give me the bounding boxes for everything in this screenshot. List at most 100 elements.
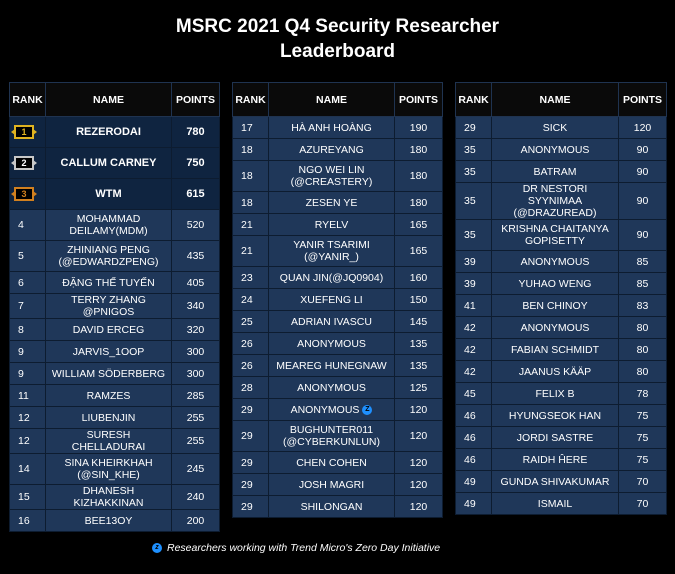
- points-cell: 300: [171, 340, 220, 363]
- table-row: 46 HYUNGSEOK HAN 75: [455, 404, 667, 427]
- table-row: 3 WTM 615: [9, 178, 220, 210]
- points-cell: 520: [171, 209, 220, 241]
- table-row: 6 ĐẶNG THẾ TUYẾN 405: [9, 271, 220, 294]
- table-row: 11 RAMZES 285: [9, 384, 220, 407]
- name-cell: SICK: [491, 116, 619, 139]
- researcher-name: ANONYMOUS: [290, 403, 360, 416]
- rank-cell: 41: [455, 294, 492, 317]
- name-cell: ANONYMOUS: [491, 316, 619, 339]
- points-cell: 90: [618, 182, 667, 220]
- table-row: 39 YUHAO WENG 85: [455, 272, 667, 295]
- table-row: 26 MEAREG HUNEGNAW 135: [232, 354, 443, 377]
- table-row: 49 ISMAIL 70: [455, 492, 667, 515]
- rank-cell: 16: [9, 509, 46, 532]
- rank-cell: 17: [232, 116, 269, 139]
- points-cell: 83: [618, 294, 667, 317]
- rank-header: RANK: [232, 82, 269, 117]
- points-cell: 180: [394, 138, 443, 161]
- researcher-name: RAMZES: [86, 389, 131, 402]
- researcher-name: BATRAM: [533, 165, 577, 178]
- gold-medal-icon: 1: [11, 125, 37, 139]
- table-row: 12 SURESH CHELLADURAI 255: [9, 428, 220, 454]
- points-cell: 150: [394, 288, 443, 311]
- rank-cell: 29: [232, 451, 269, 474]
- zdi-icon: z: [152, 543, 162, 554]
- table-row: 5 ZHINIANG PENG (@EDWARDZPENG) 435: [9, 240, 220, 272]
- rank-cell: 9: [9, 362, 46, 385]
- rank-cell: 18: [232, 138, 269, 161]
- points-cell: 180: [394, 191, 443, 214]
- researcher-name: DAVID ERCEG: [72, 323, 145, 336]
- footnote-text: Researchers working with Trend Micro's Z…: [167, 542, 441, 554]
- points-cell: 240: [171, 484, 220, 510]
- points-cell: 255: [171, 406, 220, 429]
- table-row: 18 NGO WEI LIN (@CREASTERY) 180: [232, 160, 443, 192]
- silver-medal-icon: 2: [11, 156, 37, 170]
- table-row: 29 BUGHUNTER011 (@CYBERKUNLUN) 120: [232, 420, 443, 452]
- rank-cell: 35: [455, 138, 492, 161]
- researcher-name: DHANESH KIZHAKKINAN: [73, 485, 144, 509]
- name-cell: BEE13OY: [45, 509, 172, 532]
- table-row: 42 ANONYMOUS 80: [455, 316, 667, 339]
- table-row: 21 YANIR TSARIMI (@YANIR_) 165: [232, 235, 443, 267]
- rank-cell: 6: [9, 271, 46, 294]
- name-cell: RYELV: [268, 213, 395, 236]
- name-cell: WILLIAM SÖDERBERG: [45, 362, 172, 385]
- researcher-name: ZHINIANG PENG (@EDWARDZPENG): [58, 244, 159, 268]
- rank-cell: 42: [455, 338, 492, 361]
- name-cell: HÀ ANH HOÀNG: [268, 116, 395, 139]
- name-cell: FELIX B: [491, 382, 619, 405]
- points-cell: 320: [171, 318, 220, 341]
- name-cell: TERRY ZHANG @PNIGOS: [45, 293, 172, 319]
- researcher-name: ĐẶNG THẾ TUYẾN: [62, 276, 155, 289]
- researcher-name: HYUNGSEOK HAN: [508, 409, 602, 422]
- points-cell: 200: [171, 509, 220, 532]
- rank-cell: 12: [9, 428, 46, 454]
- points-cell: 300: [171, 362, 220, 385]
- researcher-name: ANONYMOUS: [297, 337, 366, 350]
- rank-cell: 18: [232, 191, 269, 214]
- researcher-name: JARVIS_1OOP: [72, 345, 145, 358]
- name-cell: NGO WEI LIN (@CREASTERY): [268, 160, 395, 192]
- researcher-name: KRISHNA CHAITANYA GOPISETTY: [501, 223, 609, 247]
- researcher-name: ZESEN YE: [305, 196, 358, 209]
- points-cell: 125: [394, 376, 443, 399]
- points-cell: 120: [394, 473, 443, 496]
- table-row: 35 KRISHNA CHAITANYA GOPISETTY 90: [455, 219, 667, 251]
- researcher-name: XUEFENG LI: [300, 293, 363, 306]
- leaderboard-table-2: RANK NAME POINTS 17 HÀ ANH HOÀNG 190 18 AZUR…: [232, 82, 443, 518]
- points-cell: 165: [394, 213, 443, 236]
- rank-cell: 42: [455, 360, 492, 383]
- points-cell: 90: [618, 138, 667, 161]
- researcher-name: YANIR TSARIMI (@YANIR_): [293, 239, 370, 263]
- title-line-2: Leaderboard: [279, 41, 396, 62]
- researcher-name: SURESH CHELLADURAI: [71, 429, 146, 453]
- table-row: 18 AZUREYANG 180: [232, 138, 443, 161]
- rank-cell: 35: [455, 219, 492, 251]
- rank-cell: 7: [9, 293, 46, 319]
- points-cell: 80: [618, 338, 667, 361]
- table-row: 35 DR NESTORI SYYNIMAA (@DRAZUREAD) 90: [455, 182, 667, 220]
- rank-cell: 39: [455, 272, 492, 295]
- rank-cell: 3: [9, 178, 46, 210]
- researcher-name: JORDI SASTRE: [516, 431, 594, 444]
- table-row: 29 CHEN COHEN 120: [232, 451, 443, 474]
- name-cell: JAANUS KÄÄP: [491, 360, 619, 383]
- researcher-name: NGO WEI LIN (@CREASTERY): [290, 164, 373, 188]
- rank-cell: 39: [455, 250, 492, 273]
- name-cell: CALLUM CARNEY: [45, 147, 172, 179]
- rank-cell: 11: [9, 384, 46, 407]
- name-cell: HYUNGSEOK HAN: [491, 404, 619, 427]
- name-cell: KRISHNA CHAITANYA GOPISETTY: [491, 219, 619, 251]
- researcher-name: BUGHUNTER011 (@CYBERKUNLUN): [282, 424, 380, 448]
- researcher-name: RYELV: [314, 218, 349, 231]
- rank-cell: 29: [232, 473, 269, 496]
- table-row: 4 MOHAMMAD DEILAMY(MDM) 520: [9, 209, 220, 241]
- name-cell: QUAN JIN(@JQ0904): [268, 266, 395, 289]
- table-row: 46 JORDI SASTRE 75: [455, 426, 667, 449]
- rank-cell: 35: [455, 160, 492, 183]
- researcher-name: YUHAO WENG: [518, 277, 592, 290]
- table-row: 17 HÀ ANH HOÀNG 190: [232, 116, 443, 139]
- name-cell: JARVIS_1OOP: [45, 340, 172, 363]
- researcher-name: QUAN JIN(@JQ0904): [279, 271, 384, 284]
